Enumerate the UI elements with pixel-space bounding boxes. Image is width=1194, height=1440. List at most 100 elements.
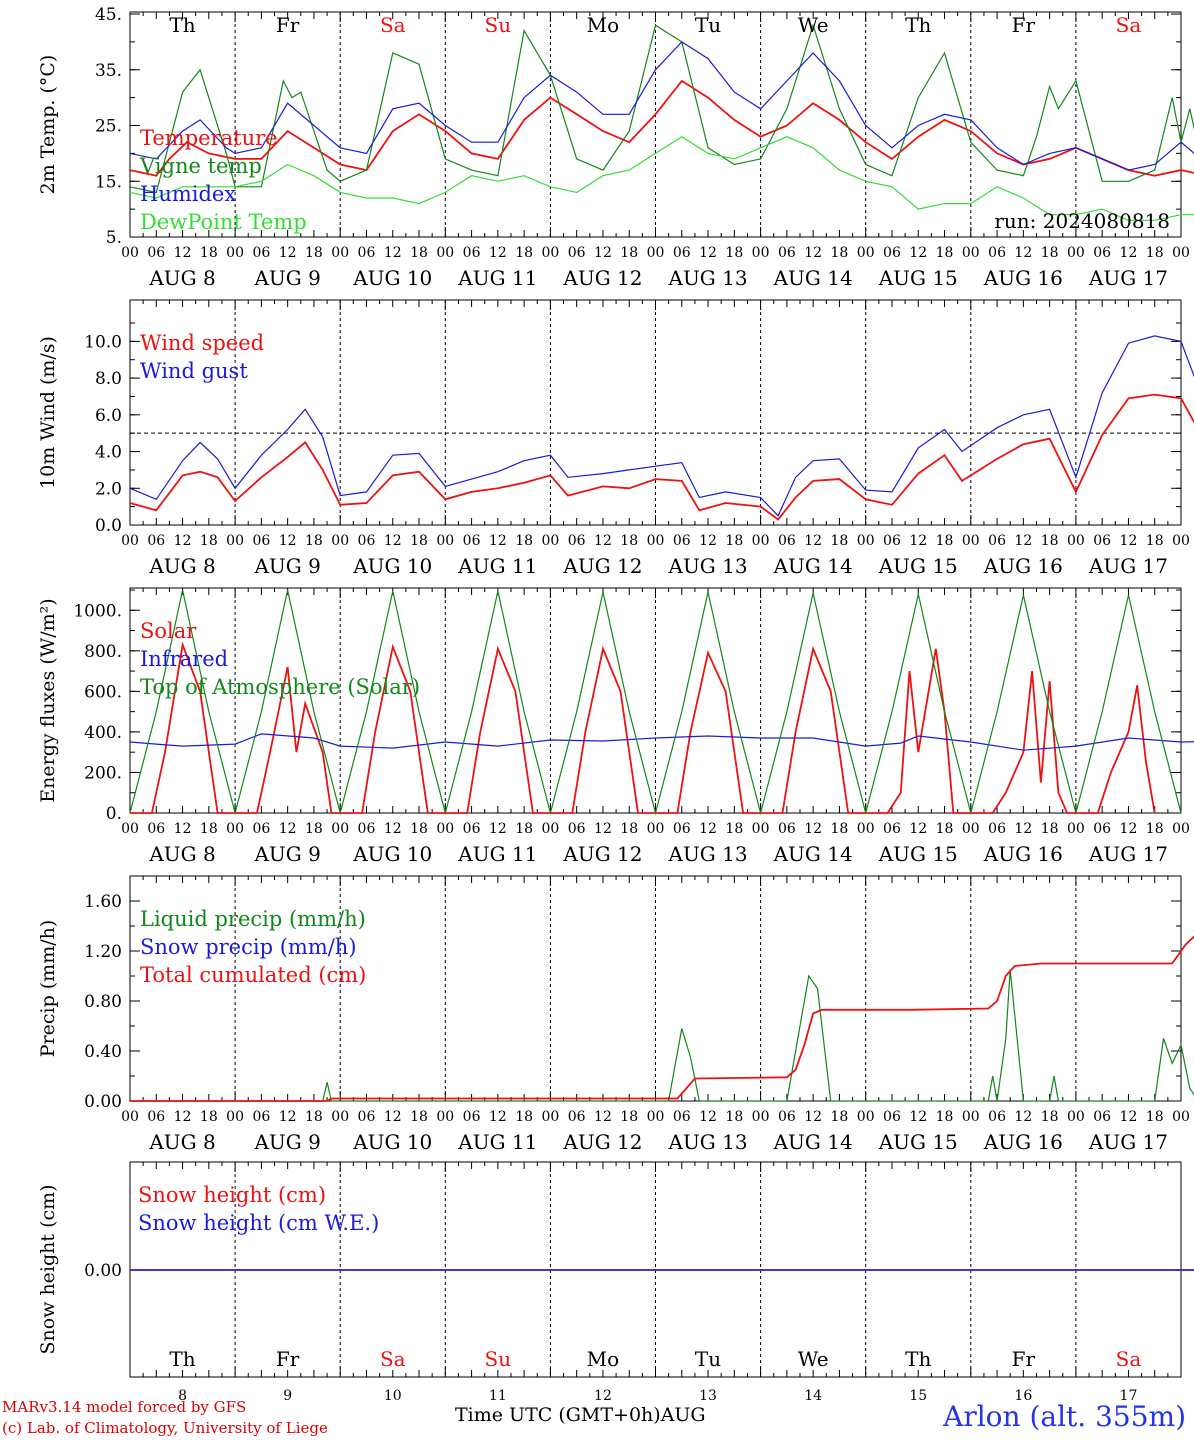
date-label: AUG 10 [352,1130,432,1154]
date-label: AUG 9 [253,266,320,290]
hour-label: 00 [1172,533,1190,549]
series-line-wind-speed [129,393,1194,521]
day-number: 9 [283,1388,292,1404]
day-number: 15 [909,1388,927,1404]
hour-label: 06 [673,821,691,837]
date-label: AUG 13 [668,842,748,866]
hour-label: 06 [463,821,481,837]
day-name-bottom: Sa [1116,1347,1142,1371]
date-label: AUG 16 [983,1130,1063,1154]
panel-2 [129,299,1194,526]
hour-label: 12 [384,533,402,549]
date-label: AUG 10 [352,554,432,578]
hour-label: 18 [936,245,954,261]
day-name-top: Fr [276,13,300,37]
hour-label: 00 [1067,821,1085,837]
series-line-liquid-precip-mm-h- [130,969,1194,1102]
hour-label: 06 [883,821,901,837]
hour-label: 18 [1146,245,1164,261]
hour-label: 06 [673,533,691,549]
legend-entry: Infrared [140,647,228,671]
hour-label: 06 [988,1109,1006,1125]
hour-label: 00 [541,821,559,837]
hour-label: 18 [410,533,428,549]
y-tick-label: 600. [84,682,122,702]
day-name-top: We [798,13,829,37]
panel-3 [129,587,1194,816]
y-tick-label: 1.60 [84,892,122,912]
y-axis-label: 10m Wind (m/s) [37,336,59,489]
hour-label: 12 [804,1109,822,1125]
series-line-solar [130,641,1156,814]
hour-label: 06 [358,245,376,261]
hour-label: 18 [725,821,743,837]
date-label: AUG 14 [773,554,853,578]
hour-label: 18 [410,821,428,837]
hour-label: 00 [1067,533,1085,549]
date-label: AUG 8 [148,554,215,578]
hour-label: 00 [752,533,770,549]
hour-label: 18 [200,245,218,261]
date-label: AUG 8 [148,266,215,290]
hour-label: 00 [962,821,980,837]
hour-label: 18 [1146,1109,1164,1125]
date-label: AUG 10 [352,266,432,290]
hour-label: 18 [200,821,218,837]
hour-label: 00 [647,821,665,837]
y-tick-label: 200. [84,763,122,783]
panel-frame [129,299,1182,526]
hour-label: 00 [1172,245,1190,261]
hour-label: 06 [147,245,165,261]
hour-label: 00 [436,533,454,549]
date-label: AUG 9 [253,1130,320,1154]
day-name-bottom: Su [485,1347,512,1371]
hour-label: 18 [1041,1109,1059,1125]
y-tick-label: 25. [95,117,122,137]
date-label: AUG 14 [773,842,853,866]
legend-entry: Snow height (cm) [138,1183,326,1207]
hour-label: 18 [515,245,533,261]
time-axis-title: Time UTC (GMT+0h)AUG [455,1404,706,1426]
hour-label: 00 [436,821,454,837]
hour-label: 18 [831,821,849,837]
legend-entry: Wind speed [140,331,264,355]
hour-label: 18 [1041,245,1059,261]
hour-label: 18 [620,821,638,837]
hour-label: 00 [331,533,349,549]
y-tick-label: 8.0 [95,369,122,389]
hour-label: 06 [358,821,376,837]
legend-entry: Snow precip (mm/h) [140,935,357,959]
y-tick-label: 0.40 [84,1042,122,1062]
hour-label: 12 [279,533,297,549]
y-tick-label: 6.0 [95,406,122,426]
hour-label: 12 [804,245,822,261]
series-line-dewpoint-temp [129,135,1194,221]
hour-label: 06 [1093,245,1111,261]
date-label: AUG 9 [253,842,320,866]
hour-label: 12 [279,1109,297,1125]
hour-label: 18 [515,533,533,549]
date-label: AUG 16 [983,266,1063,290]
y-tick-label: 45. [95,5,122,25]
station-title: Arlon (alt. 355m) [943,1400,1186,1433]
y-tick-label: 800. [84,642,122,662]
hour-label: 00 [331,1109,349,1125]
hour-label: 06 [568,533,586,549]
hour-label: 06 [778,821,796,837]
day-name-top: Su [485,13,512,37]
day-name-top: Fr [1012,13,1036,37]
legend-entry: Vigne temp [139,154,262,178]
hour-label: 00 [962,245,980,261]
y-tick-label: 0. [106,804,122,824]
date-label: AUG 15 [878,554,958,578]
date-label: AUG 8 [148,842,215,866]
hour-label: 00 [436,245,454,261]
hour-label: 06 [252,533,270,549]
hour-label: 06 [673,245,691,261]
hour-label: 06 [147,1109,165,1125]
date-label: AUG 12 [562,842,642,866]
hour-label: 12 [909,821,927,837]
panel-frame [129,11,1182,238]
hour-label: 12 [174,1109,192,1125]
day-name-bottom: Sa [380,1347,406,1371]
